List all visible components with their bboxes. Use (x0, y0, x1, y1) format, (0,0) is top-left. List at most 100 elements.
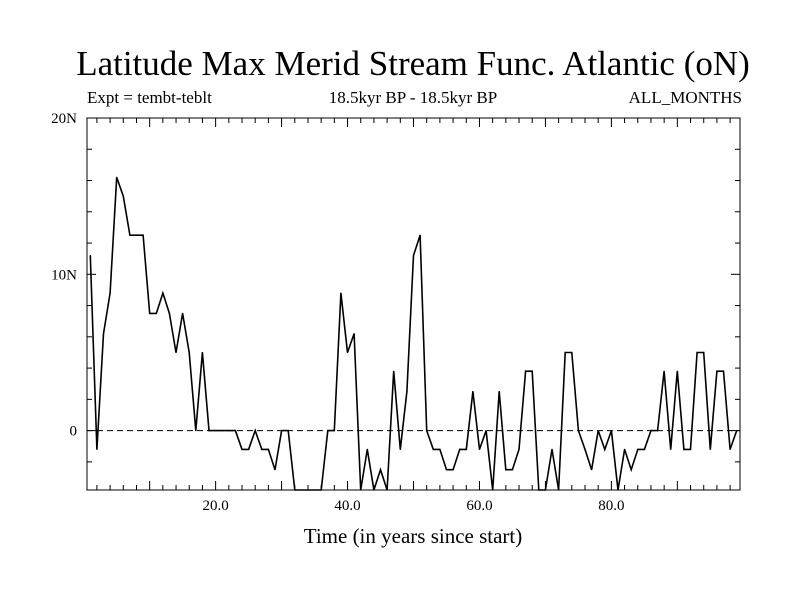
x-axis-title: Time (in years since start) (303, 524, 523, 548)
data-point (287, 430, 289, 432)
data-point (241, 448, 243, 450)
data-point (683, 448, 685, 450)
data-point (445, 469, 448, 471)
data-point (327, 430, 329, 432)
plot-frame (86, 117, 741, 491)
data-point (577, 430, 579, 432)
data-point (736, 430, 738, 432)
data-point (221, 430, 223, 432)
data-point (89, 254, 91, 257)
data-point (643, 448, 645, 450)
data-point (195, 430, 197, 432)
data-point (96, 448, 98, 450)
data-point (102, 333, 105, 335)
data-point (703, 351, 705, 354)
data-point (584, 448, 586, 450)
data-point (142, 234, 144, 236)
data-point (518, 448, 520, 450)
data-point (393, 370, 395, 372)
x-tick-label: 40.0 (334, 498, 360, 514)
data-point (353, 333, 355, 335)
data-point (280, 430, 283, 432)
data-point (313, 489, 316, 491)
data-point (360, 489, 362, 491)
data-point (676, 370, 678, 372)
data-point (544, 489, 547, 491)
data-point (399, 448, 401, 450)
data-point (637, 448, 639, 450)
data-point (590, 469, 593, 471)
data-point (261, 448, 263, 450)
data-point (208, 430, 210, 432)
data-point (623, 448, 626, 450)
data-point (670, 448, 672, 450)
data-point (274, 469, 276, 471)
data-point (696, 351, 698, 354)
data-point (492, 489, 494, 491)
data-point (135, 234, 138, 236)
data-point (340, 292, 342, 294)
data-point (551, 448, 553, 450)
x-tick-label: 20.0 (202, 498, 228, 514)
data-point (729, 448, 731, 450)
data-point (129, 234, 131, 236)
data-point (234, 430, 237, 432)
chart-title: Latitude Max Merid Stream Func. Atlantic… (76, 44, 750, 83)
data-point (149, 312, 151, 314)
data-point (525, 370, 527, 372)
y-tick-label: 0 (70, 424, 78, 440)
y-tick-label: 10N (51, 267, 77, 283)
data-point (689, 448, 692, 450)
data-point (505, 469, 507, 471)
data-point (617, 489, 619, 491)
data-point (267, 448, 269, 450)
data-point (109, 292, 111, 294)
data-point (215, 430, 217, 432)
data-point (228, 430, 230, 432)
data-point (511, 469, 514, 471)
data-point (564, 351, 566, 354)
data-point (597, 430, 599, 432)
data-point (716, 370, 718, 372)
data-point (656, 430, 659, 432)
data-point (419, 234, 421, 236)
data-point (307, 489, 309, 491)
data-point (162, 292, 164, 294)
data-point (346, 351, 349, 354)
data-point (254, 430, 256, 432)
data-point (709, 448, 711, 450)
data-point (122, 195, 124, 197)
data-point (498, 390, 500, 393)
data-point (412, 254, 415, 257)
data-point (478, 448, 481, 450)
data-point (439, 448, 441, 450)
data-point (386, 489, 388, 491)
data-point (485, 430, 487, 432)
data-point (452, 469, 454, 471)
data-point (373, 489, 375, 491)
data-point (465, 448, 467, 450)
data-point (300, 489, 302, 491)
data-point (182, 312, 184, 314)
period-label: 18.5kyr BP - 18.5kyr BP (328, 88, 498, 107)
months-label: ALL_MONTHS (628, 88, 742, 107)
data-point (604, 448, 606, 450)
data-point (406, 390, 408, 393)
data-point (650, 430, 652, 432)
data-point (188, 351, 190, 354)
data-point (663, 370, 665, 372)
data-point (155, 312, 157, 314)
data-point (472, 390, 474, 393)
data-point (248, 448, 250, 450)
data-point (294, 489, 296, 491)
data-point (558, 489, 560, 491)
data-point (426, 430, 428, 432)
data-point (333, 430, 335, 432)
data-point (201, 351, 204, 354)
data-point (379, 469, 382, 471)
series-line (89, 177, 738, 491)
data-point (531, 370, 533, 372)
data-point (175, 351, 177, 354)
experiment-label: Expt = tembt-teblt (87, 88, 212, 107)
